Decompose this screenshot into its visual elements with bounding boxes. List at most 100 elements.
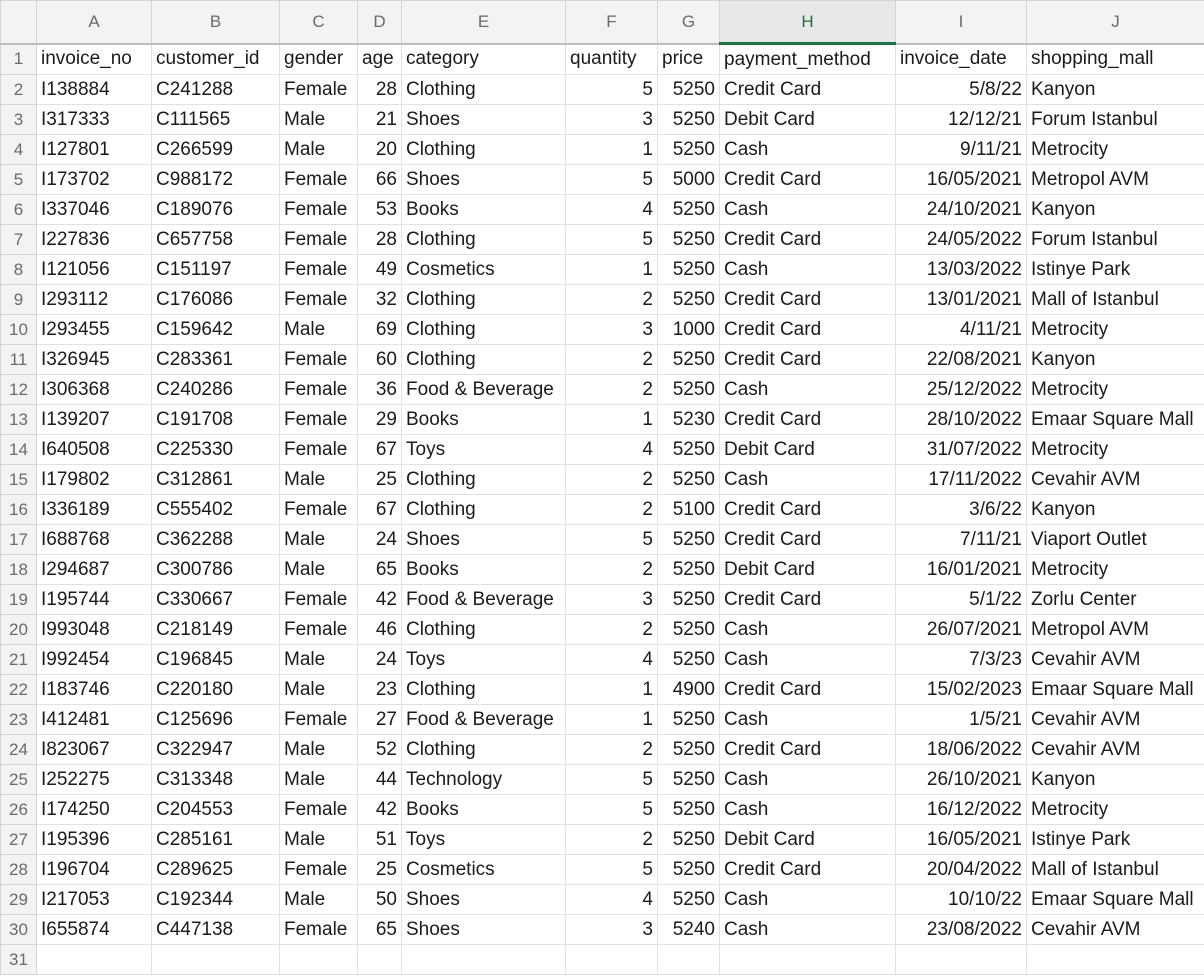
- cell-j7[interactable]: Forum Istanbul: [1026, 224, 1204, 255]
- cell-h23[interactable]: Cash: [719, 704, 896, 735]
- cell-g24[interactable]: 5250: [657, 734, 720, 765]
- cell-j21[interactable]: Cevahir AVM: [1026, 644, 1204, 675]
- row-header[interactable]: 2: [0, 74, 37, 105]
- cell-j20[interactable]: Metropol AVM: [1026, 614, 1204, 645]
- cell-g4[interactable]: 5250: [657, 134, 720, 165]
- cell-a17[interactable]: I688768: [36, 524, 152, 555]
- cell-b25[interactable]: C313348: [151, 764, 280, 795]
- cell-d30[interactable]: 65: [357, 914, 402, 945]
- cell-e30[interactable]: Shoes: [401, 914, 566, 945]
- cell-b4[interactable]: C266599: [151, 134, 280, 165]
- cell-d1[interactable]: age: [357, 43, 402, 75]
- cell-a12[interactable]: I306368: [36, 374, 152, 405]
- cell-f4[interactable]: 1: [565, 134, 658, 165]
- cell-j15[interactable]: Cevahir AVM: [1026, 464, 1204, 495]
- cell-d24[interactable]: 52: [357, 734, 402, 765]
- cell-i30[interactable]: 23/08/2022: [895, 914, 1027, 945]
- cell-f18[interactable]: 2: [565, 554, 658, 585]
- cell-e13[interactable]: Books: [401, 404, 566, 435]
- row-header[interactable]: 5: [0, 164, 37, 195]
- cell-h3[interactable]: Debit Card: [719, 104, 896, 135]
- cell-a15[interactable]: I179802: [36, 464, 152, 495]
- cell-b26[interactable]: C204553: [151, 794, 280, 825]
- cell-f1[interactable]: quantity: [565, 43, 658, 75]
- cell-i7[interactable]: 24/05/2022: [895, 224, 1027, 255]
- cell-b5[interactable]: C988172: [151, 164, 280, 195]
- cell-e1[interactable]: category: [401, 43, 566, 75]
- cell-e17[interactable]: Shoes: [401, 524, 566, 555]
- cell-h2[interactable]: Credit Card: [719, 74, 896, 105]
- cell-i1[interactable]: invoice_date: [895, 43, 1027, 75]
- cell-g8[interactable]: 5250: [657, 254, 720, 285]
- cell-c30[interactable]: Female: [279, 914, 358, 945]
- cell-i23[interactable]: 1/5/21: [895, 704, 1027, 735]
- cell-d13[interactable]: 29: [357, 404, 402, 435]
- cell-g29[interactable]: 5250: [657, 884, 720, 915]
- cell-g18[interactable]: 5250: [657, 554, 720, 585]
- cell-c27[interactable]: Male: [279, 824, 358, 855]
- cell-b30[interactable]: C447138: [151, 914, 280, 945]
- cell-a16[interactable]: I336189: [36, 494, 152, 525]
- row-header[interactable]: 17: [0, 524, 37, 555]
- column-header-a[interactable]: A: [36, 0, 152, 45]
- cell-a23[interactable]: I412481: [36, 704, 152, 735]
- cell-j28[interactable]: Mall of Istanbul: [1026, 854, 1204, 885]
- cell-c24[interactable]: Male: [279, 734, 358, 765]
- cell-h21[interactable]: Cash: [719, 644, 896, 675]
- cell-d10[interactable]: 69: [357, 314, 402, 345]
- cell-g31[interactable]: [657, 944, 720, 975]
- cell-c16[interactable]: Female: [279, 494, 358, 525]
- cell-h14[interactable]: Debit Card: [719, 434, 896, 465]
- cell-i16[interactable]: 3/6/22: [895, 494, 1027, 525]
- cell-b28[interactable]: C289625: [151, 854, 280, 885]
- cell-j31[interactable]: [1026, 944, 1204, 975]
- cell-a31[interactable]: [36, 944, 152, 975]
- cell-d21[interactable]: 24: [357, 644, 402, 675]
- cell-c26[interactable]: Female: [279, 794, 358, 825]
- cell-a1[interactable]: invoice_no: [36, 43, 152, 75]
- cell-f11[interactable]: 2: [565, 344, 658, 375]
- column-header-f[interactable]: F: [565, 0, 658, 45]
- cell-a6[interactable]: I337046: [36, 194, 152, 225]
- cell-c10[interactable]: Male: [279, 314, 358, 345]
- cell-b22[interactable]: C220180: [151, 674, 280, 705]
- cell-b9[interactable]: C176086: [151, 284, 280, 315]
- cell-i13[interactable]: 28/10/2022: [895, 404, 1027, 435]
- cell-e26[interactable]: Books: [401, 794, 566, 825]
- row-header[interactable]: 27: [0, 824, 37, 855]
- cell-c8[interactable]: Female: [279, 254, 358, 285]
- row-header[interactable]: 10: [0, 314, 37, 345]
- cell-j11[interactable]: Kanyon: [1026, 344, 1204, 375]
- cell-a20[interactable]: I993048: [36, 614, 152, 645]
- cell-i25[interactable]: 26/10/2021: [895, 764, 1027, 795]
- cell-f19[interactable]: 3: [565, 584, 658, 615]
- cell-d9[interactable]: 32: [357, 284, 402, 315]
- cell-b19[interactable]: C330667: [151, 584, 280, 615]
- cell-a18[interactable]: I294687: [36, 554, 152, 585]
- cell-j1[interactable]: shopping_mall: [1026, 43, 1204, 75]
- cell-g10[interactable]: 1000: [657, 314, 720, 345]
- row-header[interactable]: 31: [0, 944, 37, 975]
- cell-e8[interactable]: Cosmetics: [401, 254, 566, 285]
- row-header[interactable]: 14: [0, 434, 37, 465]
- cell-d26[interactable]: 42: [357, 794, 402, 825]
- cell-g5[interactable]: 5000: [657, 164, 720, 195]
- cell-h24[interactable]: Credit Card: [719, 734, 896, 765]
- cell-i15[interactable]: 17/11/2022: [895, 464, 1027, 495]
- cell-b12[interactable]: C240286: [151, 374, 280, 405]
- cell-i28[interactable]: 20/04/2022: [895, 854, 1027, 885]
- cell-b10[interactable]: C159642: [151, 314, 280, 345]
- cell-e12[interactable]: Food & Beverage: [401, 374, 566, 405]
- cell-j8[interactable]: Istinye Park: [1026, 254, 1204, 285]
- cell-c17[interactable]: Male: [279, 524, 358, 555]
- cell-a2[interactable]: I138884: [36, 74, 152, 105]
- cell-d6[interactable]: 53: [357, 194, 402, 225]
- cell-h29[interactable]: Cash: [719, 884, 896, 915]
- cell-i2[interactable]: 5/8/22: [895, 74, 1027, 105]
- cell-c7[interactable]: Female: [279, 224, 358, 255]
- cell-g6[interactable]: 5250: [657, 194, 720, 225]
- cell-c13[interactable]: Female: [279, 404, 358, 435]
- cell-d7[interactable]: 28: [357, 224, 402, 255]
- column-header-h[interactable]: H: [719, 0, 896, 45]
- row-header[interactable]: 16: [0, 494, 37, 525]
